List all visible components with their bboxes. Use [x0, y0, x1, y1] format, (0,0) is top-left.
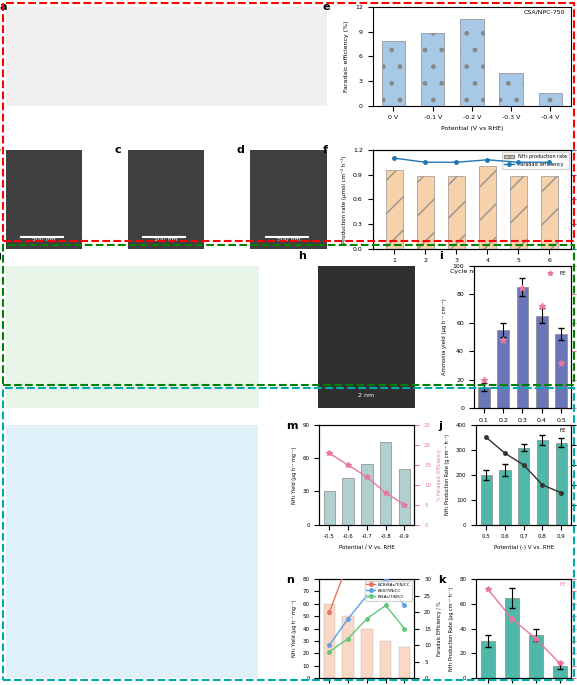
FE [499, 334, 508, 345]
Y-axis label: NH₃ Production Rate (μg cm⁻² h⁻¹): NH₃ Production Rate (μg cm⁻² h⁻¹) [449, 586, 454, 671]
Text: CSA/NPC-750: CSA/NPC-750 [524, 10, 565, 15]
Bar [343, 616, 354, 678]
Bar [421, 33, 444, 105]
BiSAs/TiN/CC [401, 625, 408, 633]
Text: h: h [298, 251, 306, 261]
Bar [481, 641, 495, 678]
Text: e: e [323, 2, 331, 12]
X-axis label: Cycle number: Cycle number [450, 269, 494, 274]
BiOI/TiN/CC [344, 614, 351, 623]
Bar [539, 93, 562, 105]
Bar [479, 166, 496, 249]
Line: BiOI/TiN/CC: BiOI/TiN/CC [328, 577, 406, 647]
Text: 500 nm: 500 nm [276, 237, 301, 242]
Text: 500 nm: 500 nm [155, 237, 178, 242]
BiSAs/TiN/CC [344, 634, 351, 643]
Bar [324, 492, 335, 525]
Bar [518, 448, 529, 525]
Bar [556, 443, 567, 525]
Text: d: d [237, 145, 245, 155]
Bar [504, 597, 519, 678]
Bar [343, 478, 354, 525]
Bar [497, 330, 509, 408]
Bar [510, 176, 527, 249]
Bar [417, 176, 434, 249]
Y-axis label: NH₃ Production Rate (g cm⁻² h⁻¹): NH₃ Production Rate (g cm⁻² h⁻¹) [445, 434, 451, 516]
Y-axis label: Ammonia yield (μg h⁻¹ cm⁻²): Ammonia yield (μg h⁻¹ cm⁻²) [442, 299, 447, 375]
NCBiSAs/TiN/CC [401, 525, 408, 534]
X-axis label: Potential (-) V vs. RHE: Potential (-) V vs. RHE [494, 545, 554, 550]
Bar [386, 171, 403, 249]
Text: k: k [438, 575, 445, 585]
Bar [460, 19, 484, 105]
Line: NCBiSAs/TiN/CC: NCBiSAs/TiN/CC [328, 462, 406, 614]
Bar [536, 316, 548, 408]
NCBiSAs/TiN/CC [364, 509, 370, 517]
Y-axis label: Faradaic Efficiency / %: Faradaic Efficiency / % [437, 601, 442, 656]
Bar [380, 442, 391, 525]
BiOI/TiN/CC [401, 601, 408, 610]
BiOI/TiN/CC [382, 575, 389, 583]
Bar [541, 176, 558, 249]
FE [518, 283, 527, 294]
Bar [555, 334, 567, 408]
Text: i: i [440, 251, 443, 261]
Y-axis label: NH₃ Yield (μg h⁻¹ mg⁻¹): NH₃ Yield (μg h⁻¹ mg⁻¹) [292, 447, 297, 503]
FE [556, 358, 565, 369]
Line: BiSAs/TiN/CC: BiSAs/TiN/CC [328, 603, 406, 653]
NCBiSAs/TiN/CC [382, 460, 389, 468]
Text: FE: FE [560, 582, 567, 587]
Bar [399, 469, 410, 525]
Bar [324, 603, 335, 678]
Bar [553, 666, 567, 678]
NCBiSAs/TiN/CC [344, 558, 351, 566]
Text: j: j [438, 421, 442, 432]
Text: 500 nm: 500 nm [32, 237, 56, 242]
Text: 2 nm: 2 nm [358, 393, 374, 398]
Bar [381, 41, 405, 105]
Bar [380, 641, 391, 678]
FE [537, 300, 546, 311]
X-axis label: Potential (V vs RHE): Potential (V vs RHE) [441, 126, 503, 131]
Y-axis label: % Faradaic Efficiency: % Faradaic Efficiency [437, 449, 442, 501]
Y-axis label: Production rate (μmol cm⁻² h⁻¹): Production rate (μmol cm⁻² h⁻¹) [342, 155, 347, 243]
Text: a: a [0, 2, 7, 12]
Bar [499, 470, 511, 525]
BiOI/TiN/CC [364, 591, 370, 599]
Bar [516, 287, 529, 408]
Bar [361, 464, 373, 525]
Bar [448, 176, 465, 249]
Text: FE: FE [560, 428, 567, 434]
Legend: NH₃ production rate, Faradaic efficiency: NH₃ production rate, Faradaic efficiency [502, 152, 569, 169]
BiSAs/TiN/CC [364, 614, 370, 623]
BiOI/TiN/CC [326, 641, 333, 649]
Y-axis label: NH₃ Yield (μg h⁻¹ mg⁻¹): NH₃ Yield (μg h⁻¹ mg⁻¹) [292, 600, 297, 658]
Bar [481, 475, 492, 525]
Text: g: g [0, 251, 1, 261]
Text: n: n [286, 575, 294, 585]
Text: m: m [286, 421, 298, 432]
X-axis label: Potential (-) V vs. RHE: Potential (-) V vs. RHE [492, 429, 553, 434]
BiSAs/TiN/CC [382, 601, 389, 610]
Y-axis label: Faradaic efficiency (%): Faradaic efficiency (%) [344, 21, 350, 92]
Text: c: c [114, 145, 121, 155]
X-axis label: Potential / V vs. RHE: Potential / V vs. RHE [339, 545, 395, 550]
Legend: FE: FE [542, 269, 568, 278]
Bar [537, 440, 548, 525]
Bar [529, 635, 543, 678]
BiSAs/TiN/CC [326, 647, 333, 656]
Legend: NCBiSAs/TiN/CC, BiOI/TiN/CC, BiSAs/TiN/CC: NCBiSAs/TiN/CC, BiOI/TiN/CC, BiSAs/TiN/C… [365, 581, 413, 601]
Text: f: f [323, 145, 328, 155]
Bar [478, 387, 490, 408]
NCBiSAs/TiN/CC [326, 608, 333, 616]
Bar [361, 629, 373, 678]
Bar [499, 73, 523, 105]
FE [479, 375, 489, 386]
Bar [399, 647, 410, 678]
